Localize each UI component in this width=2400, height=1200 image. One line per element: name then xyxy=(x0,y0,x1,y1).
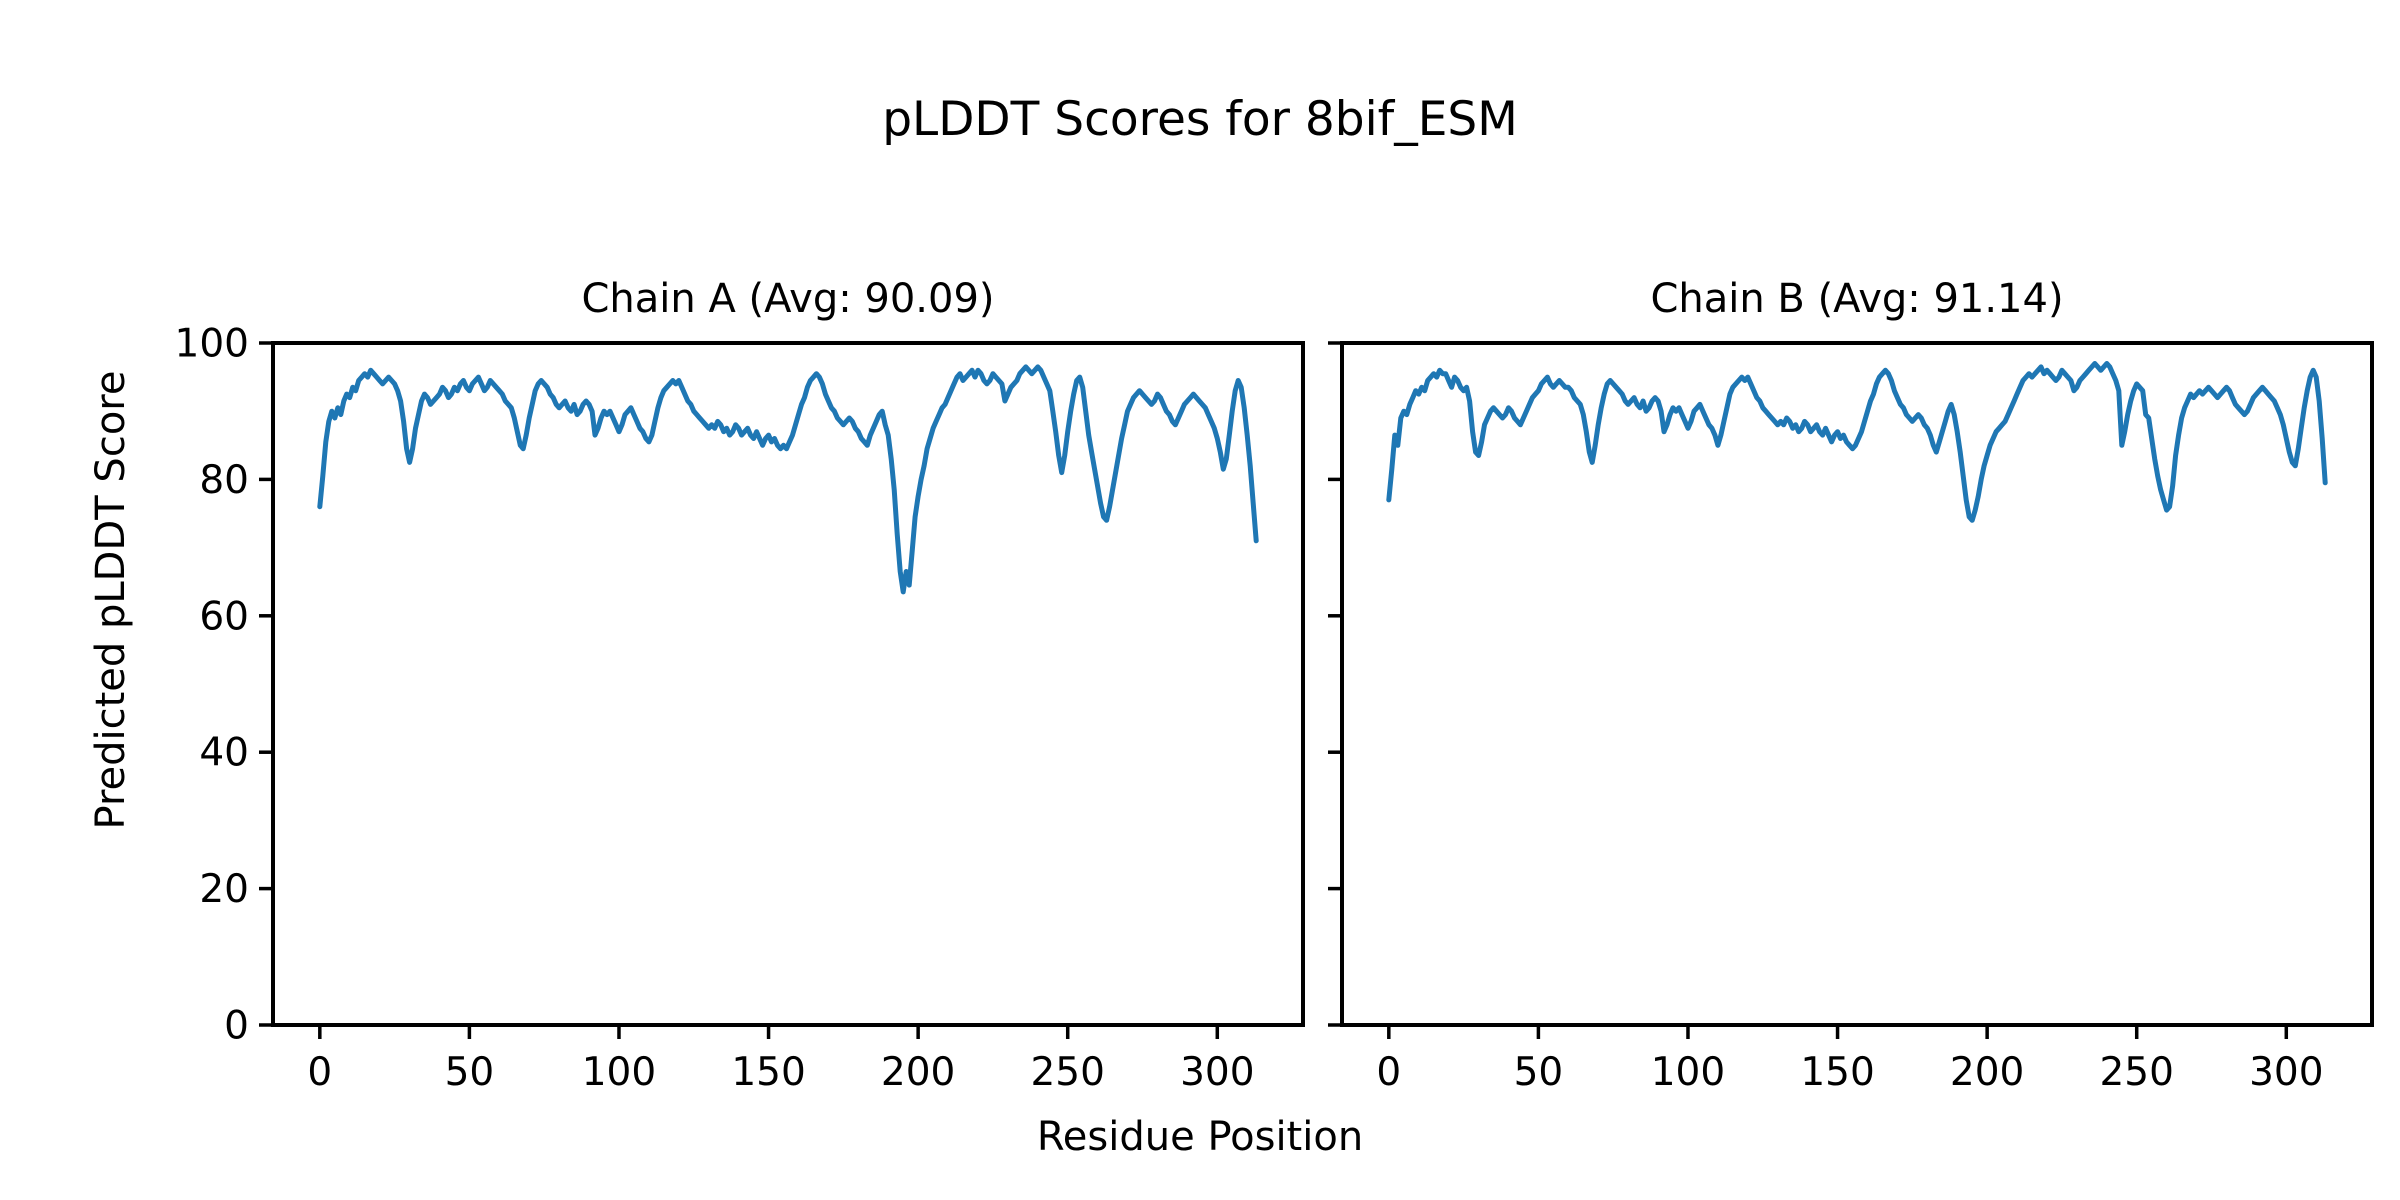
axes-spines xyxy=(271,341,1305,1027)
y-tick-label: 0 xyxy=(224,1004,249,1049)
x-tick-label: 150 xyxy=(731,1050,805,1095)
x-tick-label: 250 xyxy=(1030,1050,1104,1095)
x-tick-label: 250 xyxy=(2099,1050,2173,1095)
x-tick-label: 0 xyxy=(1376,1050,1401,1095)
y-tick-label: 20 xyxy=(199,867,249,912)
x-axis-label: Residue Position xyxy=(1036,1114,1364,1160)
subplot-title-chain-a: Chain A (Avg: 90.09) xyxy=(581,276,995,322)
x-tick-label: 200 xyxy=(881,1050,955,1095)
x-tick-label: 200 xyxy=(1950,1050,2024,1095)
x-tick-label: 50 xyxy=(445,1050,495,1095)
x-tick-label: 50 xyxy=(1514,1050,1564,1095)
subplot-chain-a: 0 50 100 150 200 250 300 0 20 40 60 80 100 xyxy=(175,322,1305,1095)
axes-spines xyxy=(1340,341,2374,1027)
subplot-title-chain-b: Chain B (Avg: 91.14) xyxy=(1650,276,2064,322)
x-tick-label: 300 xyxy=(1180,1050,1254,1095)
x-tick-label: 100 xyxy=(582,1050,656,1095)
y-tick-label: 40 xyxy=(199,731,249,776)
y-tick-label: 80 xyxy=(199,458,249,503)
plddt-line-chain-b xyxy=(1386,361,2328,523)
x-tick-label: 300 xyxy=(2249,1050,2323,1095)
y-tick-label: 100 xyxy=(175,322,249,367)
x-tick-label: 100 xyxy=(1651,1050,1725,1095)
figure-title: pLDDT Scores for 8bif_ESM xyxy=(882,92,1518,147)
subplot-chain-b: 0 50 100 150 200 250 300 xyxy=(1328,341,2374,1095)
x-tick-label: 0 xyxy=(307,1050,332,1095)
y-tick-label: 60 xyxy=(199,594,249,639)
plddt-line-chain-a xyxy=(317,364,1259,595)
x-tick-label: 150 xyxy=(1800,1050,1874,1095)
